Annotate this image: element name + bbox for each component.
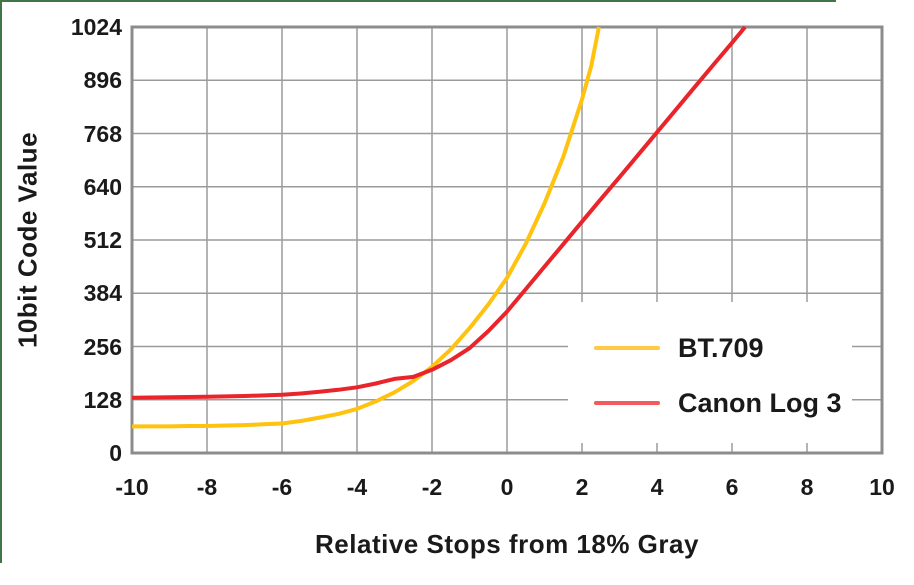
curve-bt-709 [132,26,601,429]
frame-border-left [0,0,2,563]
x-axis-title: Relative Stops from 18% Gray [315,529,699,559]
canon-log3-line-swatch [594,401,660,405]
y-axis-title: 10bit Code Value [12,131,43,349]
curve-canon-log-3 [131,25,747,400]
legend: BT.709 Canon Log 3 [568,302,852,443]
canon-log3-legend-label: Canon Log 3 [678,387,842,418]
frame-border-top [0,0,836,2]
legend-item-canon-log3: Canon Log 3 [594,387,852,419]
legend-item-bt709: BT.709 [594,332,852,364]
plot-border [130,25,884,455]
bt709-legend-label: BT.709 [678,332,764,363]
bt709-line-swatch [594,346,660,350]
